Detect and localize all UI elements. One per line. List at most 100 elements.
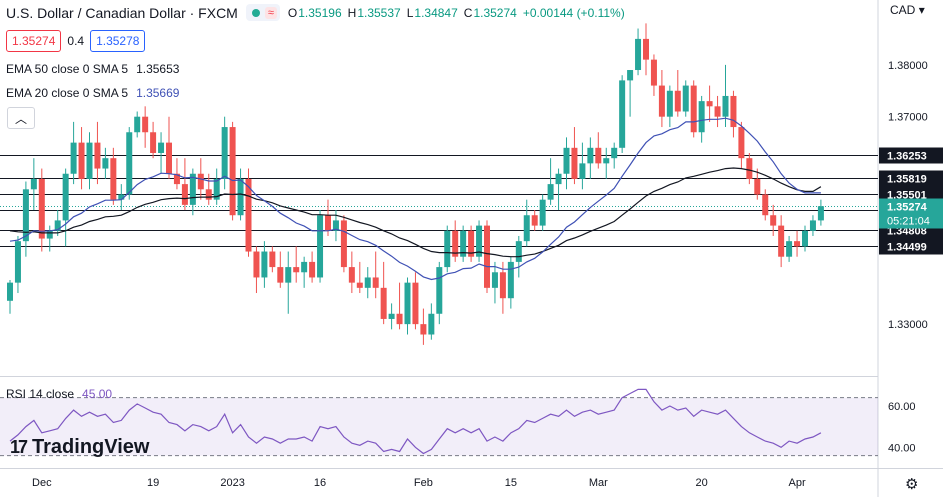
candle-body (181, 184, 188, 205)
candle-body (14, 241, 21, 283)
candle-body (650, 59, 657, 86)
candle-body (86, 142, 93, 179)
candle-body (563, 147, 570, 174)
candle-body (317, 215, 324, 278)
ema20-value: 1.35669 (136, 86, 180, 100)
candle-body (690, 85, 697, 133)
buy-button[interactable]: 1.35278 (90, 30, 146, 52)
chevron-down-icon: ▾ (918, 3, 925, 17)
candle-body (356, 282, 363, 288)
level-label-box (879, 170, 943, 187)
candle-body (539, 199, 546, 226)
rsi-tick-label: 60.00 (888, 401, 916, 413)
candle-body (794, 241, 801, 247)
level-label: 1.35819 (887, 174, 927, 186)
ema50-line (9, 167, 822, 258)
sell-button[interactable]: 1.35274 (6, 30, 62, 52)
candle-body (229, 127, 236, 216)
time-tick-label: Apr (788, 477, 805, 489)
candle-body (364, 277, 371, 288)
time-tick-label: 15 (505, 477, 517, 489)
close-value: 1.35274 (473, 5, 517, 20)
horizontal-levels: 1.362531.358191.355011.351931.348081.344… (0, 147, 943, 255)
rsi-line (9, 388, 822, 455)
brand-name: TradingView (32, 436, 150, 458)
trade-panel: 1.35274 0.4 1.35278 (6, 30, 146, 52)
candle-body (54, 220, 61, 231)
candle-body (730, 95, 737, 128)
candle-body (738, 127, 745, 159)
open-value: 1.35196 (298, 5, 342, 20)
candle-body (285, 267, 292, 283)
level-label: 1.34499 (887, 242, 927, 254)
candle-body (372, 277, 379, 288)
candle-body (213, 178, 220, 200)
currency-selector[interactable]: CAD ▾ (890, 3, 925, 17)
candle-body (110, 158, 117, 200)
candle-body (380, 287, 387, 319)
candle-body (531, 215, 538, 226)
candle-body (46, 230, 53, 239)
price-axis[interactable]: 1.38000 1.37000 1.33000 60.00 40.00 (888, 60, 928, 454)
tradingview-logo[interactable]: 17 TradingView (10, 436, 149, 459)
chevron-up-icon: ︿ (14, 111, 27, 126)
candle-body (118, 194, 125, 200)
candle-body (809, 220, 816, 231)
time-axis[interactable]: Dec 19 2023 16 Feb 15 Mar 20 Apr (32, 477, 806, 489)
time-tick-label: Mar (589, 477, 608, 489)
candle-body (555, 173, 562, 185)
candle-body (587, 147, 594, 164)
candle-body (221, 127, 228, 179)
price-tick-label: 1.38000 (888, 60, 928, 72)
candle-body (78, 142, 85, 179)
candle-body (635, 38, 642, 71)
last-price-label: 1.35274 (887, 202, 928, 214)
rsi-legend[interactable]: RSI 14 close 45.00 (6, 387, 112, 401)
candle-body (301, 261, 308, 273)
symbol-title[interactable]: U.S. Dollar / Canadian Dollar · FXCM (6, 4, 238, 21)
rsi-band (0, 397, 878, 456)
candle-body (197, 173, 204, 190)
candle-body (388, 313, 395, 319)
collapse-legend-button[interactable]: ︿ (7, 107, 35, 129)
candle-body (420, 324, 427, 335)
candle-body (571, 147, 578, 179)
candle-body (722, 95, 729, 117)
candle-body (786, 241, 793, 257)
candle-body (746, 158, 753, 179)
candle-body (126, 132, 133, 195)
change-value: +0.00144 (+0.11%) (522, 5, 625, 20)
ema20-legend[interactable]: EMA 20 close 0 SMA 5 1.35669 (6, 86, 179, 100)
candle-body (245, 178, 252, 252)
candle-body (698, 101, 705, 133)
level-label: 1.36253 (887, 151, 927, 163)
tradingview-icon: 17 (10, 437, 28, 457)
candle-body (658, 85, 665, 117)
level-label-box (879, 238, 943, 255)
candle-body (62, 173, 69, 221)
candle-body (484, 225, 490, 288)
rsi-tick-label: 40.00 (888, 442, 916, 454)
candle-body (38, 178, 45, 239)
time-tick-label: 16 (314, 477, 326, 489)
settings-gear-icon[interactable]: ⚙ (905, 476, 919, 493)
currency-label: CAD (890, 3, 916, 17)
ema50-value: 1.35653 (136, 62, 180, 76)
candle-body (627, 70, 634, 81)
candle-body (778, 225, 785, 257)
candle-body (491, 272, 498, 288)
ema50-legend[interactable]: EMA 50 close 0 SMA 5 1.35653 (6, 62, 179, 76)
status-pill[interactable]: ≈ (245, 4, 280, 21)
high-value: 1.35537 (357, 5, 401, 20)
candle-body (603, 158, 610, 164)
candle-body (595, 147, 602, 164)
candle-body (666, 90, 673, 117)
candle-body (770, 215, 777, 226)
time-tick-label: 19 (147, 477, 159, 489)
candle-body (309, 261, 316, 278)
countdown-label: 05:21:04 (887, 216, 930, 228)
candle-body (547, 184, 554, 200)
candle-body (150, 132, 157, 153)
low-label: L (406, 5, 414, 20)
